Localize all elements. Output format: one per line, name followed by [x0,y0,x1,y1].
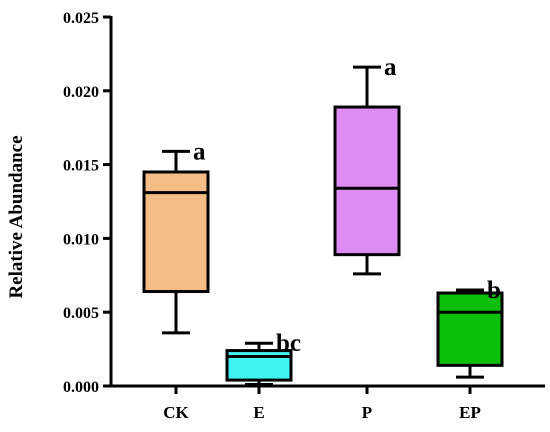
significance-label: b [487,277,501,304]
x-tick-label: P [362,403,372,422]
box-group-p: a [333,54,401,276]
significance-label: a [193,138,206,165]
y-tick-label: 0.010 [63,231,99,248]
significance-label: a [384,54,397,81]
box-layer: a bc a b [142,54,504,387]
x-tick-label: CK [163,403,189,422]
x-tick-label: EP [459,403,481,422]
box [333,105,401,257]
box [142,170,210,294]
box [436,291,504,367]
y-tick-label: 0.015 [63,158,99,175]
y-tick-label: 0.005 [63,305,99,322]
x-tick-label: E [253,403,264,422]
y-tick-label: 0.020 [63,84,99,101]
y-axis-title: Relative Abundance [6,135,27,298]
box-group-ep: b [436,277,504,379]
box-group-e: bc [225,330,301,387]
y-tick-label: 0.000 [63,379,99,396]
box-group-ck: a [142,138,210,335]
significance-label: bc [276,330,301,357]
y-tick-label: 0.025 [63,10,99,27]
